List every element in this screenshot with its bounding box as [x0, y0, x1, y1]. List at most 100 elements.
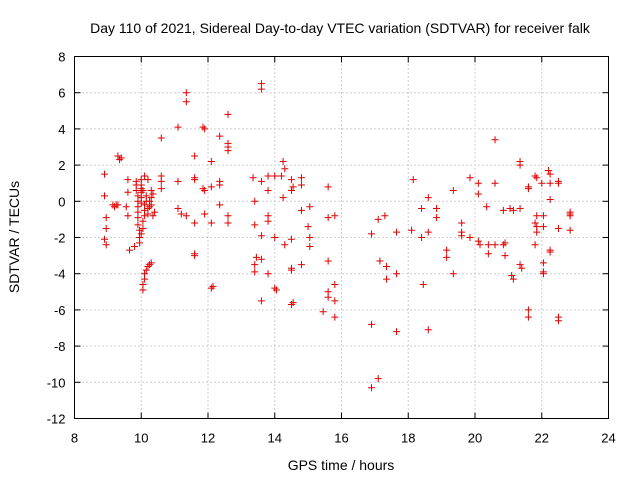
data-point: [331, 212, 339, 220]
data-point: [509, 206, 517, 214]
data-point: [174, 177, 182, 185]
data-point: [319, 308, 327, 316]
data-point: [516, 161, 524, 169]
data-point: [383, 275, 391, 283]
data-point: [324, 183, 332, 191]
data-point: [122, 203, 130, 211]
data-point: [101, 192, 109, 200]
data-point: [368, 320, 376, 328]
data-point: [376, 257, 384, 265]
data-point: [134, 214, 142, 222]
data-point: [374, 215, 382, 223]
data-point: [374, 375, 382, 383]
data-point: [182, 89, 190, 97]
data-point: [209, 282, 217, 290]
data-point: [324, 293, 332, 301]
data-point: [393, 328, 401, 336]
data-point: [491, 241, 499, 249]
data-point: [539, 259, 547, 267]
data-point: [474, 179, 482, 187]
data-point: [147, 259, 155, 267]
data-point: [149, 212, 157, 220]
data-point: [554, 179, 562, 187]
data-point: [137, 230, 145, 238]
data-point: [124, 188, 132, 196]
data-point: [216, 181, 224, 189]
data-point: [306, 234, 314, 241]
x-tick-label: 10: [134, 431, 148, 446]
y-tick-label: -8: [54, 339, 66, 354]
data-point: [368, 384, 376, 392]
data-point: [271, 172, 279, 180]
y-tick-label: -12: [47, 412, 66, 427]
data-point: [149, 190, 157, 198]
data-point: [157, 177, 165, 185]
data-point: [216, 201, 224, 209]
y-tick-label: -2: [54, 231, 66, 246]
data-point: [433, 205, 441, 213]
data-point: [141, 270, 149, 278]
data-point: [287, 186, 295, 194]
data-point: [306, 243, 314, 251]
data-point: [566, 226, 574, 234]
data-point: [279, 194, 287, 202]
data-point: [142, 266, 150, 274]
data-point: [139, 186, 147, 194]
data-point: [524, 306, 532, 314]
data-point: [297, 261, 305, 269]
data-point: [383, 262, 391, 270]
data-point: [157, 185, 165, 193]
data-point: [287, 300, 295, 308]
data-point: [281, 241, 289, 249]
data-point: [331, 313, 339, 321]
data-point: [147, 201, 155, 209]
data-point: [272, 286, 280, 294]
data-point: [524, 313, 532, 321]
data-point: [393, 228, 401, 236]
data-point: [566, 210, 574, 218]
data-points: [101, 80, 574, 392]
data-point: [516, 261, 524, 269]
data-point: [508, 272, 516, 280]
data-point: [297, 206, 305, 214]
data-point: [499, 206, 507, 214]
data-point: [257, 177, 265, 185]
data-point: [174, 205, 182, 213]
y-tick-label: 2: [58, 158, 65, 173]
data-point: [287, 264, 295, 272]
data-point: [297, 181, 305, 189]
data-point: [324, 257, 332, 265]
data-point: [182, 98, 190, 106]
data-point: [289, 299, 297, 307]
data-point: [381, 212, 389, 220]
data-point: [297, 174, 305, 182]
x-tick-label: 18: [401, 431, 415, 446]
data-point: [393, 270, 401, 278]
data-point: [251, 268, 259, 276]
data-point: [554, 224, 562, 232]
data-point: [484, 241, 492, 249]
data-point: [151, 208, 159, 216]
y-tick-label: 4: [58, 122, 65, 137]
data-point: [252, 253, 260, 261]
data-point: [368, 230, 376, 238]
data-point: [449, 186, 457, 194]
data-point: [483, 203, 491, 211]
data-point: [281, 165, 289, 173]
data-point: [531, 219, 539, 227]
data-point: [146, 261, 154, 269]
data-point: [501, 252, 509, 260]
data-point: [257, 232, 265, 240]
data-point: [146, 197, 154, 205]
data-point: [131, 243, 139, 251]
data-point: [124, 212, 132, 220]
data-point: [443, 253, 451, 261]
data-point: [533, 212, 541, 220]
data-point: [539, 270, 547, 278]
data-point: [304, 223, 312, 231]
data-point: [174, 123, 182, 131]
data-point: [539, 212, 547, 220]
data-point: [191, 219, 199, 227]
data-point: [199, 123, 207, 131]
data-point: [141, 172, 149, 180]
